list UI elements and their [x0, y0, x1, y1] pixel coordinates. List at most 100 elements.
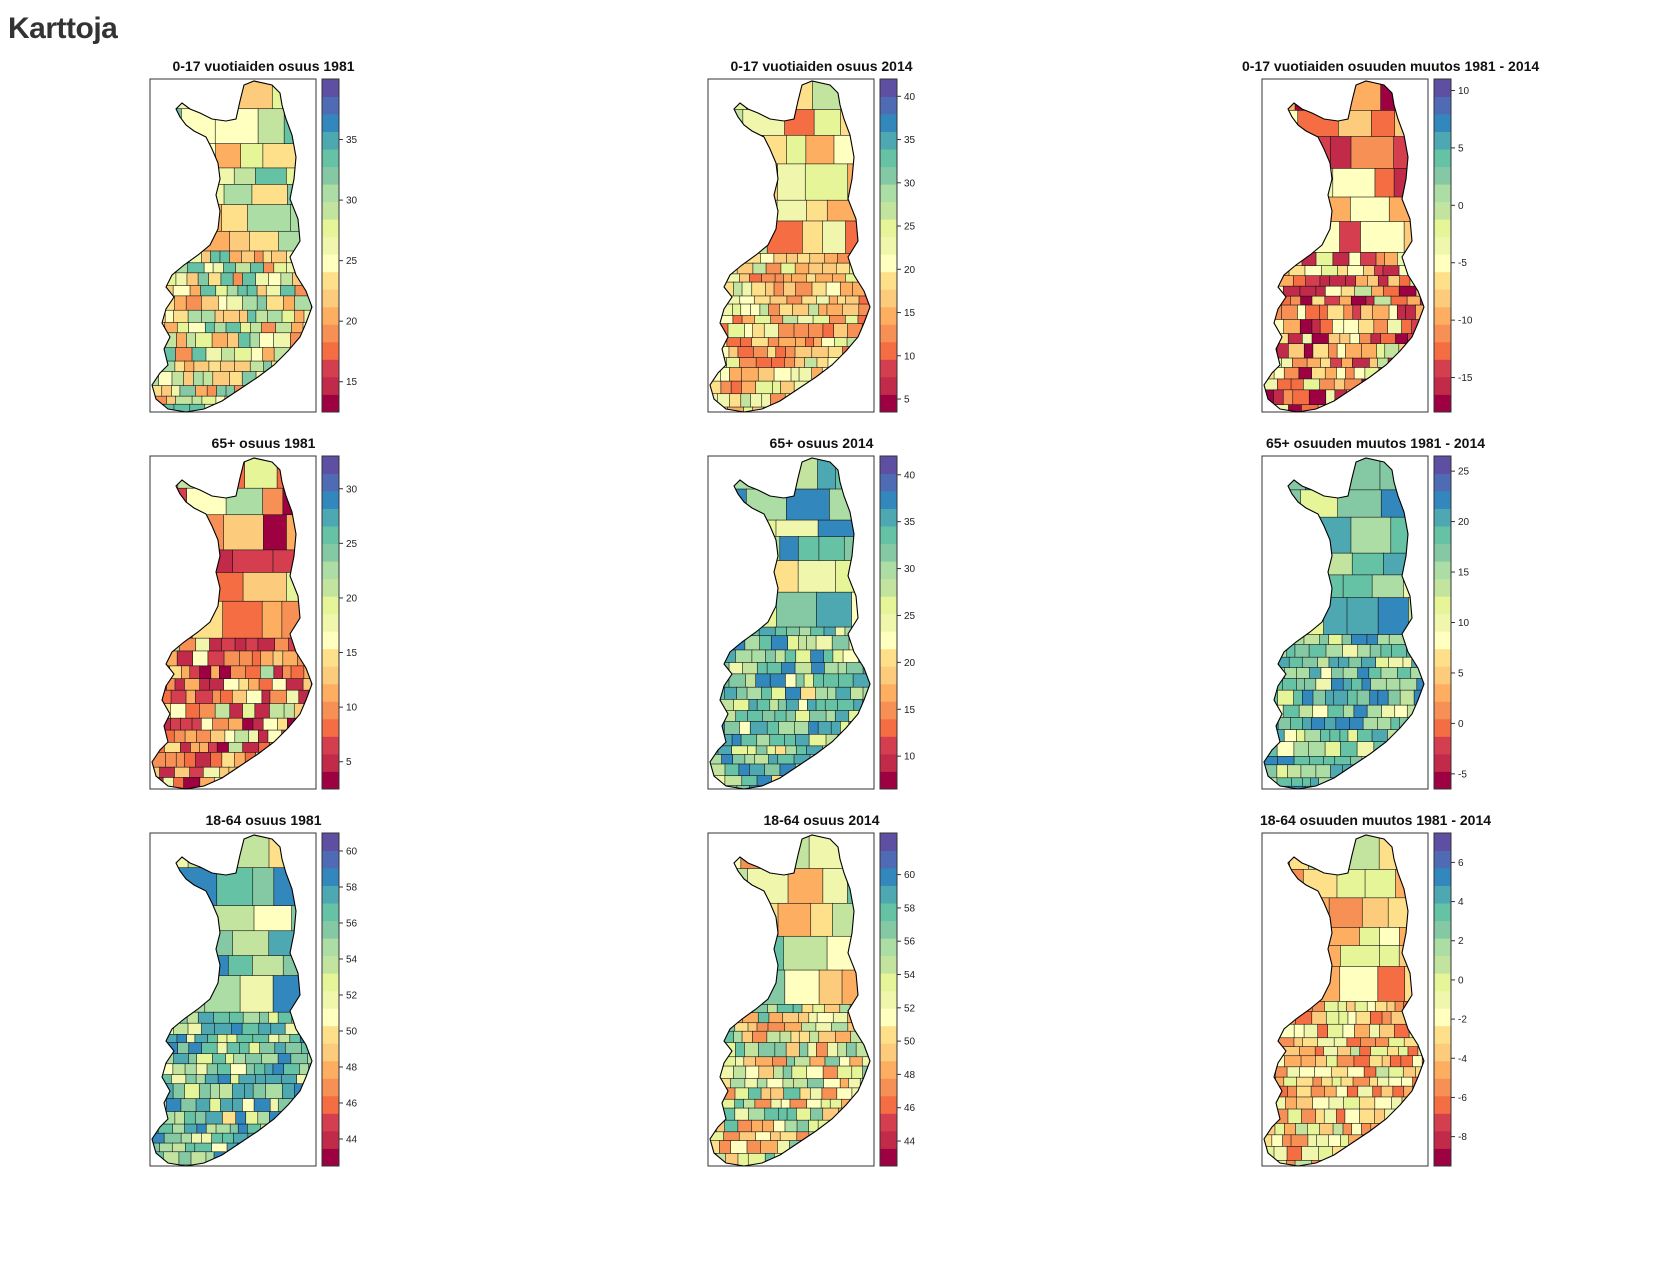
- municipality-region: [282, 665, 292, 680]
- municipality-region: [770, 1087, 785, 1101]
- municipality-region: [1370, 678, 1388, 691]
- municipality-region: [1380, 333, 1397, 345]
- municipality-region: [733, 1030, 743, 1044]
- municipality-region: [1386, 1001, 1396, 1013]
- municipality-region: [223, 309, 241, 324]
- municipality-region: [1286, 1146, 1303, 1162]
- municipality-region: [1347, 689, 1358, 706]
- municipality-region: [176, 1034, 188, 1044]
- municipality-region: [729, 367, 743, 382]
- municipality-region: [1315, 252, 1334, 267]
- legend-tick-label: -10: [1458, 316, 1473, 327]
- municipality-region: [1359, 927, 1381, 947]
- legend-color-step: [1434, 1008, 1451, 1027]
- legend-color-step: [1434, 341, 1451, 360]
- municipality-region: [229, 250, 243, 264]
- legend-color-step: [322, 79, 339, 97]
- municipality-region: [815, 1022, 833, 1033]
- municipality-region: [1369, 1076, 1379, 1087]
- municipality-region: [1287, 1085, 1298, 1098]
- municipality-region: [1389, 1055, 1402, 1068]
- municipality-region: [208, 360, 222, 373]
- municipality-region: [797, 253, 811, 264]
- municipality-region: [1381, 1055, 1392, 1068]
- legend-color-step: [1434, 114, 1451, 132]
- municipality-region: [185, 1074, 197, 1085]
- legend-color-step: [1434, 1148, 1451, 1167]
- municipality-region: [195, 689, 214, 705]
- legend-color-step: [322, 938, 339, 957]
- municipality-region: [1294, 644, 1310, 658]
- legend-color-step: [322, 1148, 339, 1167]
- municipality-region: [754, 315, 772, 325]
- municipality-region: [733, 1065, 747, 1080]
- municipality-region: [764, 763, 781, 777]
- municipality-region: [1282, 678, 1298, 691]
- municipality-region: [760, 1140, 779, 1155]
- municipality-region: [801, 1004, 814, 1014]
- municipality-region: [1341, 634, 1353, 646]
- legend-color-step: [322, 254, 339, 273]
- municipality-region: [252, 717, 264, 731]
- municipality-region: [795, 281, 813, 297]
- municipality-region: [812, 1004, 826, 1014]
- municipality-region: [1296, 1085, 1312, 1098]
- municipality-region: [196, 729, 212, 744]
- municipality-region: [194, 1034, 209, 1044]
- municipality-region: [205, 1111, 224, 1125]
- legend-color-step: [1434, 1113, 1451, 1132]
- municipality-region: [751, 337, 769, 348]
- municipality-region: [1377, 717, 1392, 731]
- municipality-region: [191, 347, 207, 362]
- municipality-region: [1342, 678, 1353, 691]
- municipality-region: [1293, 1023, 1305, 1039]
- municipality-region: [1310, 1085, 1326, 1098]
- municipality-region: [726, 357, 741, 369]
- municipality-region: [806, 1065, 824, 1080]
- municipality-region: [1286, 1066, 1301, 1078]
- municipality-region: [773, 253, 788, 264]
- municipality-region: [213, 905, 255, 932]
- municipality-region: [1319, 304, 1329, 321]
- municipality-region: [262, 717, 279, 731]
- country-border: [1263, 834, 1425, 1167]
- municipality-region: [1351, 634, 1368, 646]
- municipality-region: [1308, 389, 1327, 406]
- legend-color-step: [1434, 166, 1451, 185]
- legend-tick-label: 25: [346, 539, 358, 550]
- municipality-region: [216, 742, 230, 754]
- municipality-region: [273, 665, 284, 680]
- municipality-region: [205, 1123, 217, 1134]
- municipality-region: [734, 1098, 745, 1109]
- municipality-region: [201, 250, 212, 264]
- municipality-region: [234, 637, 247, 652]
- legend-tick-label: 15: [1458, 568, 1470, 579]
- municipality-region: [723, 1131, 741, 1142]
- country-border: [709, 834, 871, 1167]
- municipality-region: [777, 163, 807, 201]
- municipality-region: [818, 969, 843, 1006]
- municipality-region: [258, 1022, 272, 1036]
- municipality-region: [846, 1042, 857, 1058]
- municipality-region: [236, 1034, 254, 1044]
- municipality-region: [1342, 1123, 1353, 1136]
- municipality-region: [794, 357, 806, 369]
- municipality-region: [217, 1034, 228, 1044]
- municipality-region: [724, 686, 738, 701]
- municipality-region: [1396, 304, 1407, 321]
- municipality-region: [1306, 357, 1322, 369]
- municipality-region: [1369, 1055, 1383, 1068]
- municipality-region: [861, 1056, 870, 1067]
- municipality-region: [741, 380, 757, 395]
- municipality-region: [1276, 343, 1290, 359]
- municipality-region: [824, 1056, 841, 1067]
- legend-color-step: [322, 736, 339, 755]
- municipality-region: [1371, 110, 1396, 138]
- municipality-region: [831, 635, 850, 651]
- municipality-region: [809, 253, 826, 264]
- municipality-region: [1398, 1046, 1409, 1057]
- municipality-region: [748, 699, 758, 712]
- legend-color-step: [880, 201, 897, 220]
- legend-tick-label: 46: [904, 1103, 916, 1114]
- legend-tick-label: 30: [904, 178, 916, 189]
